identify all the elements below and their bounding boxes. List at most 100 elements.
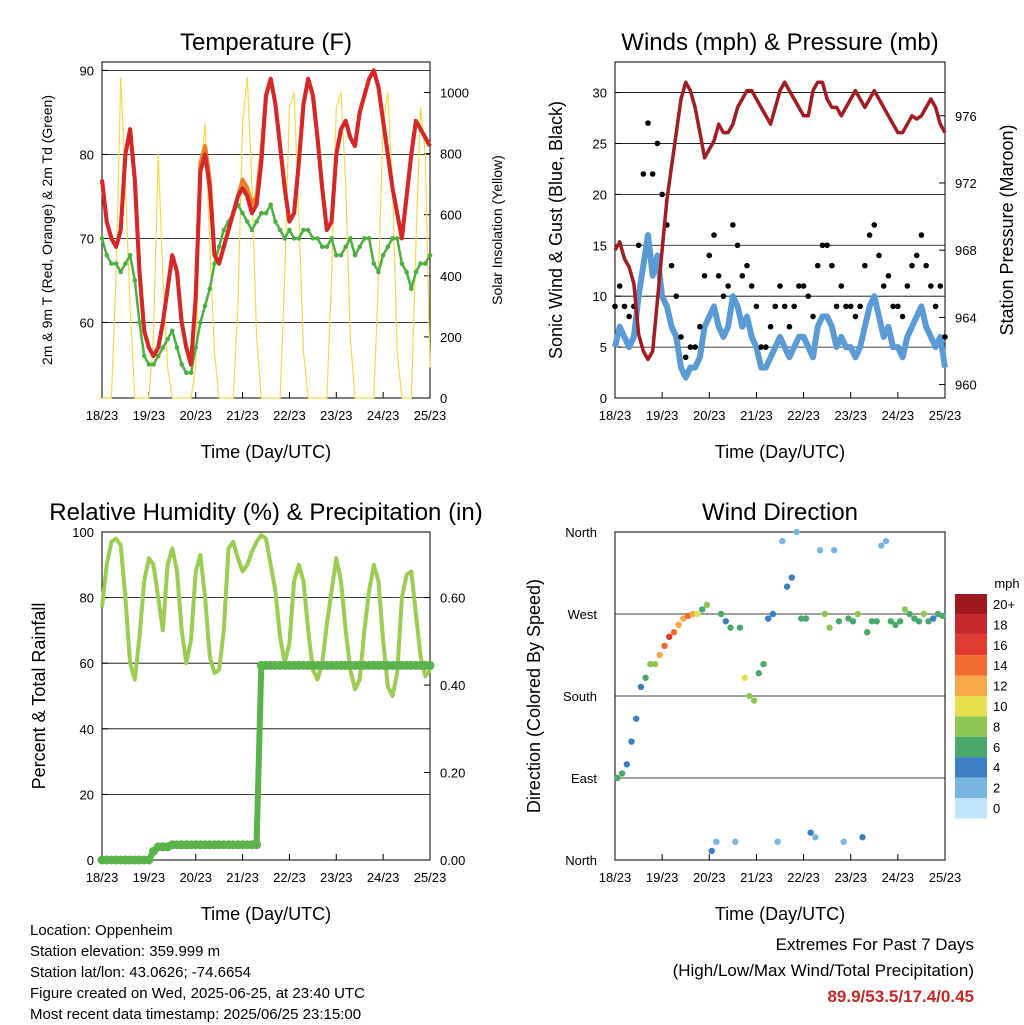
humidity-series-line — [100, 533, 432, 698]
gust-point — [843, 303, 849, 310]
gust-point — [937, 283, 944, 289]
dewpoint-point — [188, 370, 194, 376]
y-tick-label: East — [571, 771, 597, 786]
y-tick-label: 5 — [600, 340, 607, 355]
dewpoint-point — [324, 244, 330, 250]
y-right-tick-label: 964 — [955, 310, 977, 325]
gust-point — [701, 273, 708, 279]
direction-point — [760, 660, 767, 668]
direction-point — [807, 829, 814, 836]
direction-point — [736, 624, 744, 631]
direction-point — [637, 683, 645, 691]
colorbar-label: 6 — [993, 740, 1000, 755]
gust-point — [725, 283, 731, 289]
dewpoint-point — [202, 303, 208, 308]
x-tick-label: 24/23 — [882, 870, 915, 885]
y-right-axis-label-winds: Station Pressure (Maroon) — [997, 124, 1017, 335]
gust-point — [730, 222, 736, 228]
direction-point — [680, 615, 687, 622]
dewpoint-point — [319, 244, 325, 250]
gust-point — [706, 252, 713, 259]
y-right-tick-label: 0.60 — [440, 591, 465, 606]
colorbar-swatch — [955, 696, 987, 717]
colorbar-label: 2 — [993, 781, 1000, 796]
figure-created: Figure created on Wed, 2025-06-25, at 23… — [30, 985, 365, 1002]
colorbar-swatch — [955, 655, 987, 676]
dewpoint-point — [427, 252, 433, 258]
dewpoint-point — [137, 320, 142, 325]
x-tick-label: 23/23 — [834, 870, 867, 885]
y-right-tick-label: 0 — [440, 391, 447, 406]
x-tick-label: 22/23 — [787, 870, 820, 885]
y-tick-label: 40 — [80, 722, 94, 737]
gust-point — [748, 283, 755, 289]
x-tick-label: 22/23 — [273, 870, 306, 885]
pressure-series-line — [613, 80, 947, 362]
x-tick-label: 18/23 — [86, 408, 119, 423]
direction-point — [788, 574, 795, 581]
direction-point — [656, 651, 663, 659]
direction-point — [868, 618, 876, 625]
dewpoint-point — [244, 219, 250, 224]
y-right-tick-label: 968 — [955, 243, 977, 258]
colorbar-swatch — [955, 798, 987, 819]
direction-point — [882, 537, 890, 545]
colorbar-label: 14 — [993, 658, 1007, 673]
direction-point — [821, 610, 828, 618]
gust-point — [692, 344, 698, 350]
precip-point — [144, 855, 154, 865]
gust-point — [635, 242, 642, 249]
x-tick-label: 23/23 — [320, 870, 353, 885]
gust-point — [800, 283, 807, 289]
y-tick-label: 20 — [80, 787, 94, 802]
gust-point — [904, 283, 911, 289]
direction-point — [651, 660, 659, 668]
gust-point — [777, 283, 783, 289]
direction-point — [614, 774, 621, 782]
colorbar-label: 0 — [993, 801, 1000, 816]
colorbar-title: mph — [994, 576, 1019, 591]
gust-point — [767, 323, 774, 330]
direction-point — [779, 537, 786, 545]
direction-point — [915, 618, 923, 625]
y-tick-label: 15 — [593, 238, 607, 253]
x-tick-label: 25/23 — [414, 870, 447, 885]
gust-point — [876, 252, 882, 259]
extremes-values: 89.9/53.5/17.4/0.45 — [827, 987, 974, 1006]
dewpoint-point — [296, 236, 302, 241]
wind-series-line — [612, 232, 948, 381]
gust-point — [744, 262, 750, 269]
colorbar-label: 16 — [993, 638, 1007, 653]
chart-title-direction: Wind Direction — [702, 499, 858, 526]
direction-point — [713, 838, 720, 845]
direction-point — [802, 615, 810, 622]
y-right-tick-label: 1000 — [440, 86, 469, 101]
gust-point — [871, 222, 878, 228]
direction-point — [826, 624, 833, 631]
y-right-axis-label-temperature: Solar Insolation (Yellow) — [489, 155, 505, 305]
y-right-tick-label: 0.20 — [440, 766, 465, 781]
gust-point — [649, 171, 656, 177]
gust-point — [640, 171, 647, 177]
direction-point — [633, 715, 640, 722]
gust-point — [890, 303, 896, 310]
x-tick-label: 21/23 — [226, 408, 259, 423]
x-tick-label: 22/23 — [273, 408, 306, 423]
gust-point — [866, 232, 873, 238]
y-tick-label: 25 — [593, 136, 607, 151]
dewpoint-point — [169, 328, 175, 334]
colorbar-swatch — [955, 594, 987, 615]
direction-point — [925, 618, 932, 625]
gust-point — [673, 293, 680, 299]
dewpoint-point — [151, 362, 156, 367]
direction-point — [911, 615, 918, 622]
y-tick-label: West — [568, 607, 598, 622]
dewpoint-point — [216, 244, 222, 250]
dewpoint-point — [333, 252, 339, 258]
y-tick-label: 70 — [80, 231, 94, 246]
colorbar-swatch — [955, 716, 987, 737]
precip-point — [425, 660, 435, 670]
x-axis-label-winds: Time (Day/UTC) — [715, 442, 845, 462]
dewpoint-point — [380, 252, 386, 258]
